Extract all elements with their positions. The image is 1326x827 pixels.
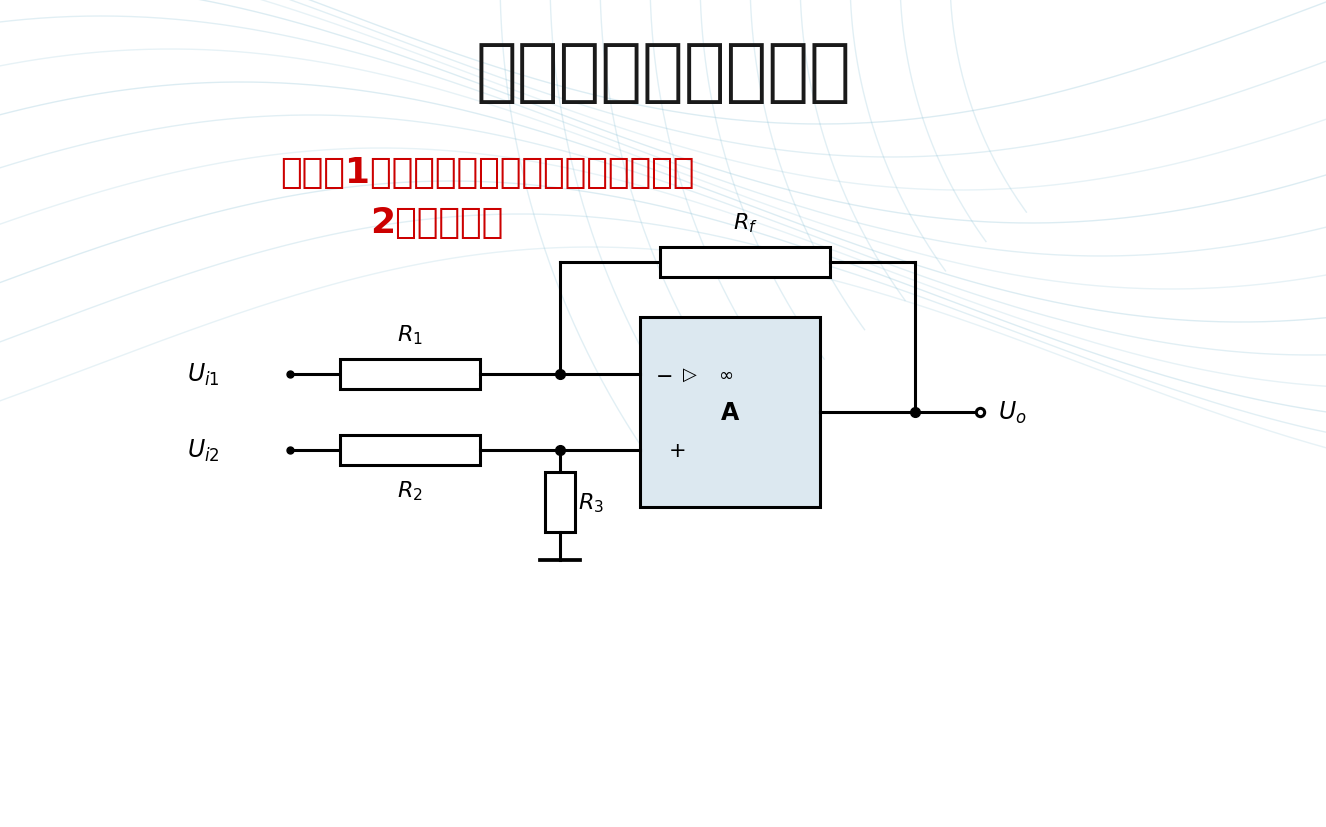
Text: 单运放减法运算电路: 单运放减法运算电路 xyxy=(475,40,851,107)
Text: $R_3$: $R_3$ xyxy=(578,490,603,514)
Text: $U_{i1}$: $U_{i1}$ xyxy=(187,361,220,388)
Bar xyxy=(339,360,480,390)
Bar xyxy=(660,248,830,278)
Text: 目的：1、推导输出电压与输入电压的关系: 目的：1、推导输出电压与输入电压的关系 xyxy=(280,155,695,189)
Text: $+$: $+$ xyxy=(668,441,686,461)
Text: $R_f$: $R_f$ xyxy=(732,211,757,235)
Text: $\infty$: $\infty$ xyxy=(717,366,733,384)
Text: $R_2$: $R_2$ xyxy=(398,479,423,502)
Text: $U_o$: $U_o$ xyxy=(998,399,1026,426)
Bar xyxy=(545,472,575,533)
Text: $R_1$: $R_1$ xyxy=(396,323,423,347)
Text: $\triangleright$: $\triangleright$ xyxy=(682,366,697,384)
Text: $\mathbf{A}$: $\mathbf{A}$ xyxy=(720,400,740,424)
Text: $-$: $-$ xyxy=(655,365,672,385)
Bar xyxy=(339,436,480,466)
Text: $U_{i2}$: $U_{i2}$ xyxy=(187,437,220,464)
Bar xyxy=(640,318,819,508)
Text: 2、仿真验证: 2、仿真验证 xyxy=(370,206,504,240)
